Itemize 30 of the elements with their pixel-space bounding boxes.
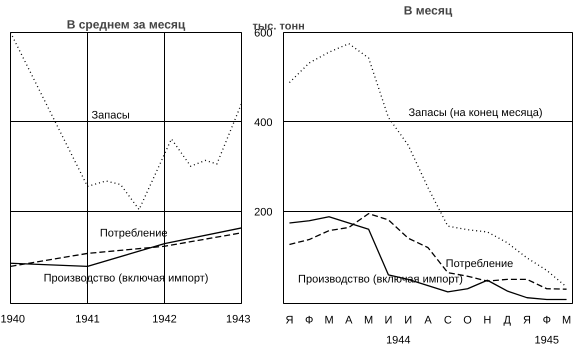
- x-tick-label: Н: [483, 314, 492, 326]
- x-tick-label: Я: [523, 314, 531, 326]
- chart-title: В среднем за месяц: [66, 18, 186, 32]
- text: 1944: [386, 334, 411, 346]
- line-series: [288, 216, 568, 300]
- x-tick-label: Ф: [542, 314, 551, 326]
- series-label: Запасы (на конец месяца): [408, 106, 543, 119]
- x-tick-label: О: [463, 314, 472, 326]
- series-label: Потребление: [446, 258, 514, 270]
- x-tick-label: 1942: [152, 314, 177, 326]
- x-tick-label: М: [364, 314, 374, 326]
- x-tick-label: Д: [503, 314, 512, 326]
- chart-title: В месяц: [404, 4, 453, 18]
- text: Запасы: [91, 110, 130, 122]
- x-tick-label: И: [384, 314, 392, 326]
- x-tick-label: 1943: [226, 314, 251, 326]
- x-tick-label: Ф: [305, 314, 314, 326]
- x-tick-label: А: [345, 314, 354, 326]
- y-tick-label: 400: [254, 116, 273, 129]
- y-tick-label: 600: [254, 28, 273, 40]
- text: 1945: [534, 334, 560, 346]
- x-tick-label: А: [424, 314, 432, 326]
- x-tick-label: 1941: [75, 314, 100, 326]
- y-tick-label: 200: [254, 206, 273, 218]
- x-tick-label: 1940: [0, 314, 25, 326]
- x-tick-label: С: [444, 314, 452, 326]
- x-tick-label: И: [404, 314, 412, 326]
- x-tick-label: Я: [285, 314, 294, 326]
- x-tick-label: М: [324, 314, 334, 326]
- x-tick-label: М: [562, 314, 572, 326]
